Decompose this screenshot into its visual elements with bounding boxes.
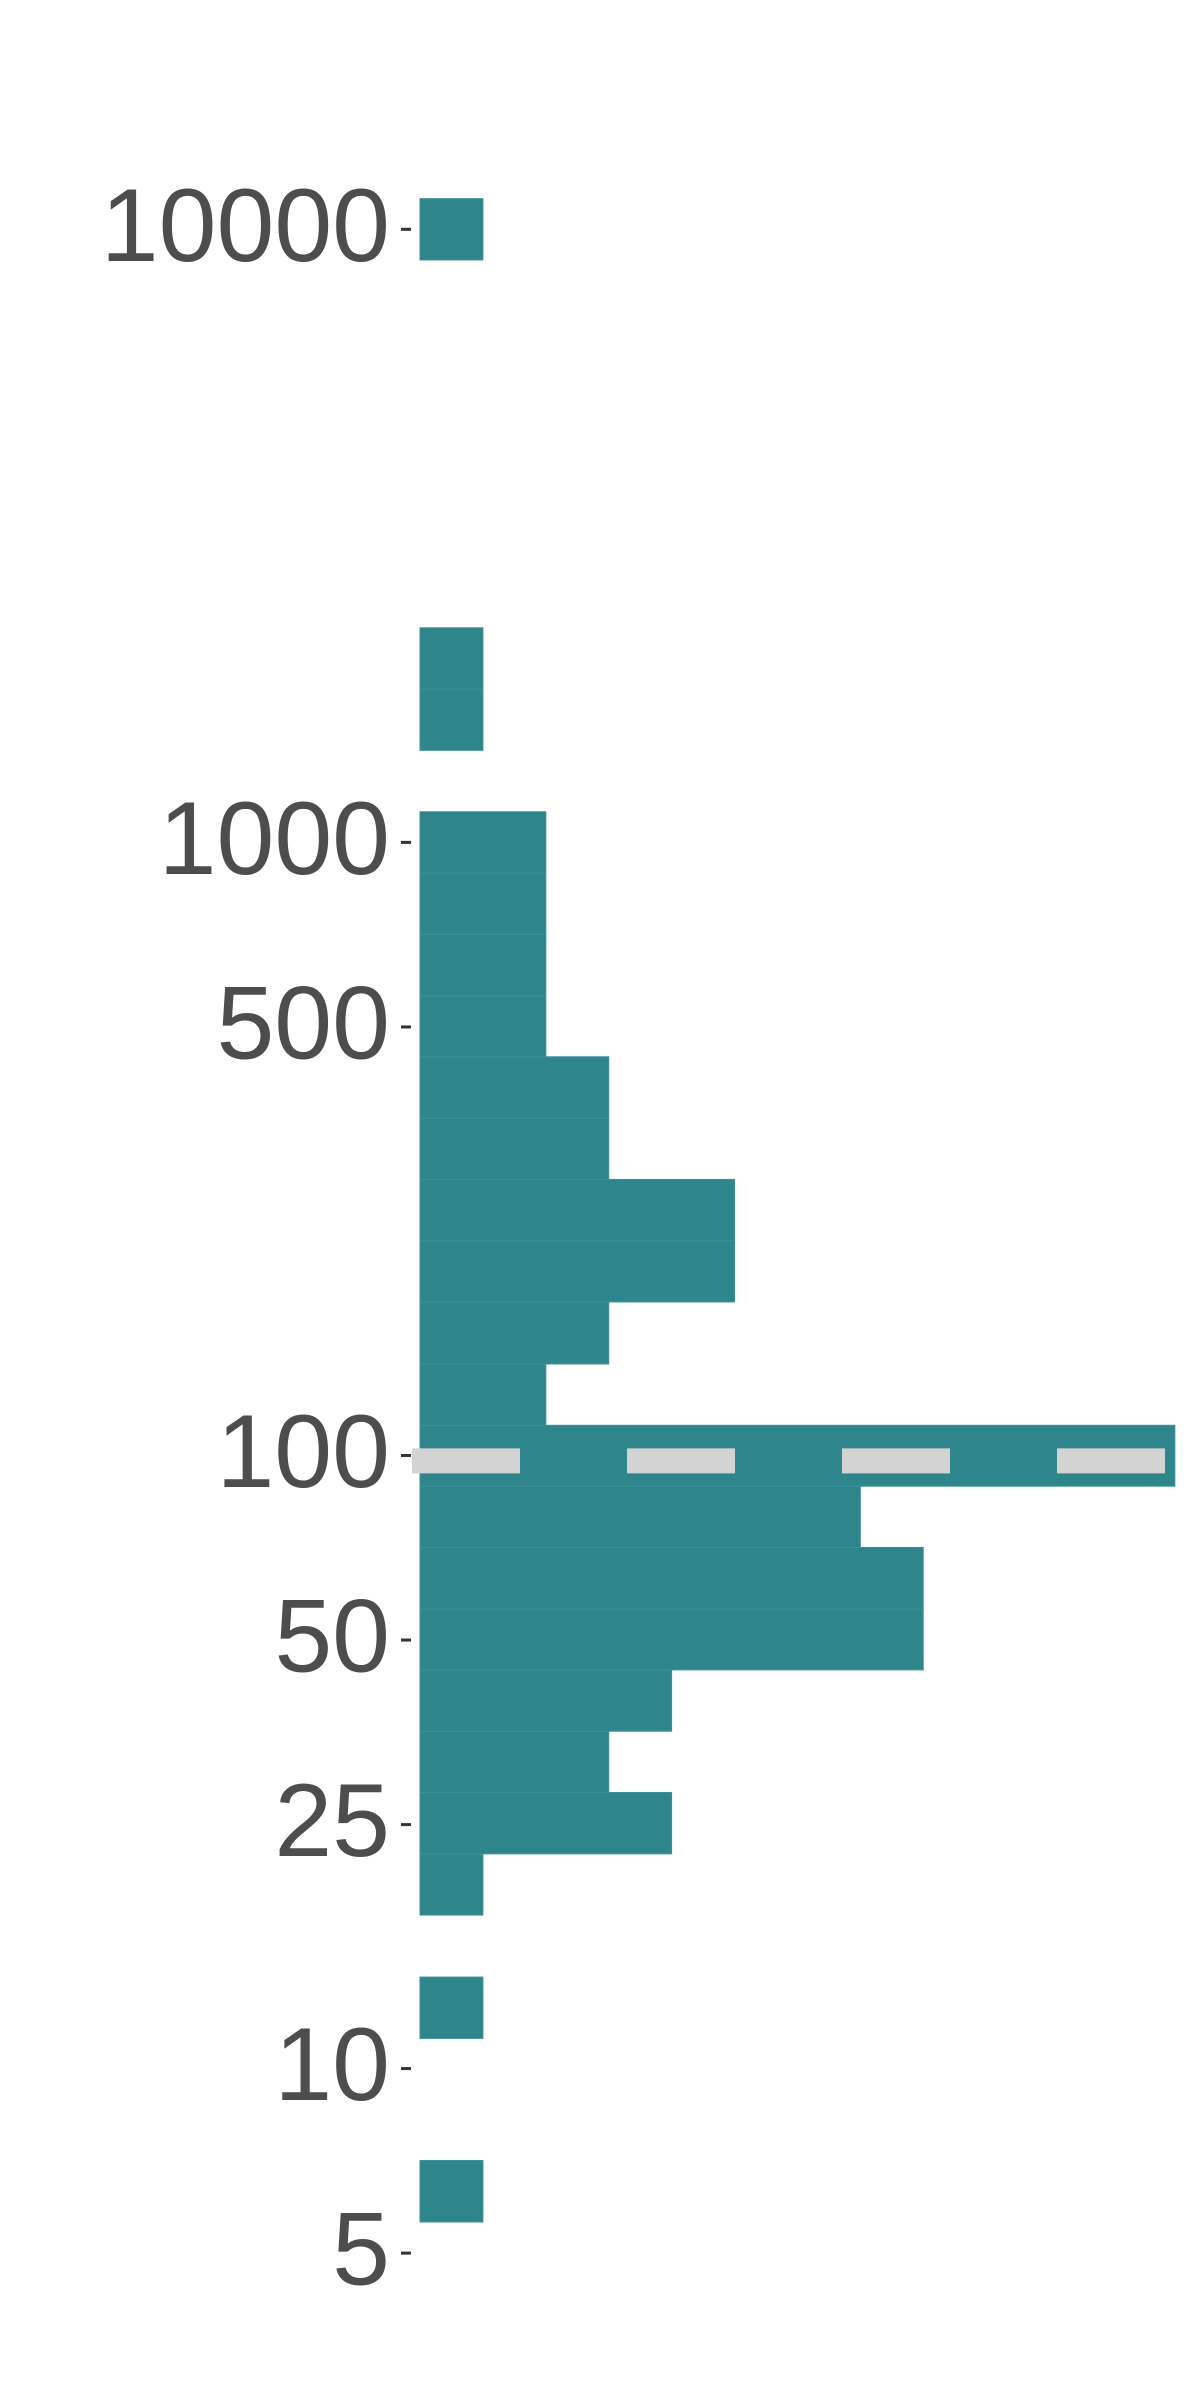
y-tick-label: 500: [216, 965, 390, 1081]
bar: [419, 627, 484, 690]
bar: [419, 1240, 736, 1303]
bar: [419, 1792, 673, 1855]
bar: [419, 1608, 924, 1671]
bar: [419, 933, 547, 997]
bar: [419, 995, 547, 1058]
y-tick-label: 25: [274, 1763, 390, 1879]
bar: [419, 1117, 610, 1180]
bar: [419, 1301, 610, 1365]
y-tick-label: 100: [216, 1394, 390, 1510]
bar: [419, 872, 547, 935]
bar: [419, 1976, 484, 2039]
y-tick-label: 50: [274, 1579, 390, 1695]
bar: [419, 1178, 736, 1242]
y-tick-label: 10000: [101, 168, 390, 284]
bar: [419, 1546, 924, 1610]
bar: [419, 2160, 484, 2223]
y-tick-label: 10: [274, 2007, 390, 2123]
y-tick-label: 1000: [159, 781, 390, 897]
y-tick-label: 5: [332, 2192, 390, 2308]
bar: [419, 1056, 610, 1119]
bar: [419, 811, 547, 874]
bar: [419, 1669, 673, 1732]
bar: [419, 1730, 610, 1794]
bar: [419, 1853, 484, 1916]
bar: [419, 1363, 547, 1426]
bar: [419, 198, 484, 261]
bar: [419, 1485, 861, 1548]
bar: [419, 688, 484, 751]
